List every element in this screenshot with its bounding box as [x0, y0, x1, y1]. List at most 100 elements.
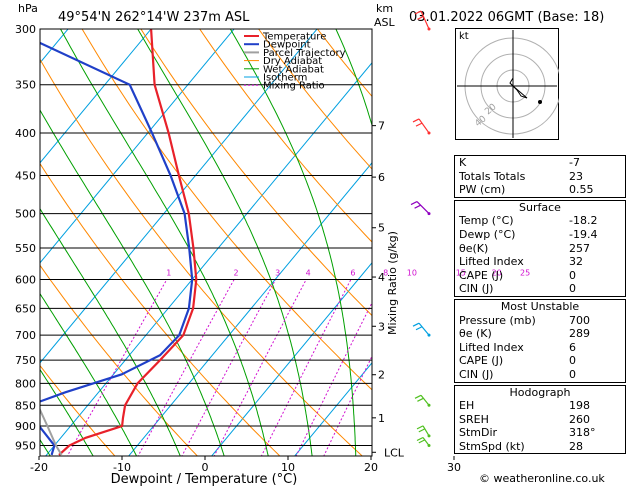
dry-adiabat-line	[257, 29, 372, 170]
pressure-tick-label: 350	[15, 79, 36, 92]
general-indices-box: K -7 Totals Totals 23 PW (cm) 0.55	[454, 155, 626, 198]
wind-barb-flag	[414, 394, 422, 399]
wind-barb-flag	[412, 118, 420, 123]
wind-barb-station	[427, 212, 431, 216]
index-key: CIN (J)	[459, 282, 494, 296]
x-axis-label: Dewpoint / Temperature (°C)	[111, 472, 298, 486]
index-key: Lifted Index	[459, 255, 524, 269]
index-value: 0	[569, 282, 576, 296]
temperature-tick-label: 20	[364, 461, 378, 474]
mixing-ratio-line	[213, 279, 307, 456]
index-row: Temp (°C) -18.2	[455, 214, 625, 228]
wet-adiabat-line	[229, 29, 357, 456]
wind-barb-flag	[415, 122, 423, 127]
index-value: -19.4	[569, 227, 598, 241]
location-title: 49°54'N 262°14'W 237m ASL	[58, 10, 250, 25]
mixing-ratio-value: 2	[234, 268, 239, 277]
mixing-ratio-value: 6	[350, 268, 355, 277]
index-value: 0.55	[569, 183, 594, 197]
pressure-tick-label: 950	[15, 440, 36, 453]
index-value: 32	[569, 255, 583, 269]
index-key: PW (cm)	[459, 183, 506, 197]
wet-adiabat-line	[40, 207, 181, 456]
index-value: 23	[569, 169, 583, 183]
hodograph: kt 20 40	[455, 28, 559, 140]
mixing-ratio-value: 20	[492, 268, 502, 277]
index-row: CIN (J) 0	[455, 368, 625, 382]
profile-parcel-trajectory	[40, 407, 63, 456]
pressure-axis-unit: hPa	[18, 2, 38, 15]
index-row: Totals Totals 23	[455, 170, 625, 184]
wind-barb-station	[427, 444, 431, 447]
wind-barb-flag	[418, 428, 426, 433]
wind-barb-flag	[415, 326, 423, 331]
pressure-tick-label: 400	[15, 127, 36, 140]
mixing-ratio-value: 4	[306, 268, 311, 277]
pressure-tick-label: 700	[15, 329, 36, 342]
index-value: -18.2	[569, 214, 598, 228]
mixing-ratio-line	[181, 279, 277, 456]
index-row: CAPE (J) 0	[455, 354, 625, 368]
index-value: -7	[569, 156, 580, 169]
wind-barb-station	[427, 27, 431, 31]
wind-barb-shaft	[420, 394, 430, 406]
isotherm-line	[45, 62, 372, 456]
wind-barb-flag	[416, 436, 424, 442]
altitude-tick-label: 2	[378, 369, 385, 382]
isotherm-line	[0, 4, 6, 482]
wind-barb-station	[427, 403, 431, 407]
mixing-ratio-line	[137, 279, 235, 456]
wind-barb-flag	[414, 10, 422, 15]
wind-barb-flag	[410, 201, 418, 206]
temperature-tick-label: -10	[113, 461, 131, 474]
wind-barb-shaft	[422, 425, 430, 437]
index-key: θe (K)	[459, 327, 492, 341]
most-unstable-box: Most Unstable Pressure (mb) 700 θe (K) 289 L…	[454, 298, 626, 383]
wind-barb-flag	[418, 439, 426, 444]
legend-item: Mixing Ratio	[263, 81, 325, 92]
isotherm-line	[128, 162, 372, 456]
pressure-tick-label: 800	[15, 377, 36, 390]
pressure-tick-label: 550	[15, 242, 36, 255]
index-row: EH 198	[455, 399, 625, 413]
index-key: SREH	[459, 412, 489, 426]
mixing-ratio-line	[260, 279, 352, 456]
pressure-tick-label: 500	[15, 208, 36, 221]
pressure-tick-label: 900	[15, 420, 36, 433]
index-value: 28	[569, 439, 583, 453]
dry-adiabat-line	[199, 29, 372, 243]
isotherm-line	[40, 29, 318, 364]
legend-item: Dewpoint	[263, 40, 311, 51]
index-value: 289	[569, 327, 590, 341]
wet-adiabat-line	[40, 109, 225, 456]
hodograph-unit: kt	[459, 31, 469, 42]
mixing-ratio-value: 10	[407, 268, 417, 277]
datetime-title: 03.01.2022 06GMT (Base: 18)	[409, 10, 604, 25]
index-row: StmSpd (kt) 28	[455, 440, 625, 454]
mixing-ratio-value: 15	[456, 268, 466, 277]
legend-item: Parcel Trajectory	[263, 48, 346, 59]
temperature-tick-label: -20	[30, 461, 48, 474]
index-row: Lifted Index 6	[455, 341, 625, 355]
index-key: CAPE (J)	[459, 354, 504, 368]
pressure-tick-label: 450	[15, 170, 36, 183]
altitude-tick-label: 3	[378, 320, 385, 333]
wind-barb-shaft	[418, 322, 430, 336]
legend-item: Temperature	[262, 32, 326, 43]
pressure-tick-label: 750	[15, 354, 36, 367]
wet-adiabat-line	[40, 368, 94, 456]
mixing-ratio-value: 25	[520, 268, 530, 277]
index-row: SREH 260	[455, 413, 625, 427]
copyright: © weatheronline.co.uk	[479, 472, 605, 485]
wet-adiabat-line	[59, 29, 269, 456]
index-value: 6	[569, 340, 576, 354]
wind-barb-station	[427, 333, 431, 337]
wind-barb-shaft	[416, 201, 430, 215]
index-panel: K -7 Totals Totals 23 PW (cm) 0.55 Surface Te…	[454, 155, 626, 456]
wet-adiabat-line	[137, 29, 313, 456]
index-key: EH	[459, 399, 475, 413]
mixing-ratio-value: 3	[275, 268, 280, 277]
wind-barb-station	[427, 434, 431, 438]
wet-adiabat-line	[40, 292, 138, 456]
background-lines	[0, 4, 372, 482]
